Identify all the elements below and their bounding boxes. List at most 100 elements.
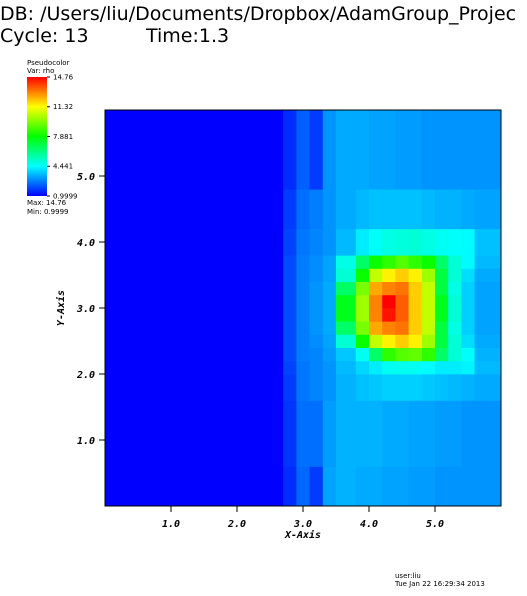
time: Time:1.3 — [145, 25, 229, 47]
cell — [283, 426, 297, 467]
legend-min: Min: 0.9999 — [27, 208, 69, 216]
cell — [395, 228, 409, 256]
date: Tue Jan 22 16:29:34 2013 — [394, 580, 485, 588]
cell — [461, 294, 475, 309]
cell — [395, 268, 409, 282]
cell — [408, 400, 423, 428]
cell — [448, 360, 462, 375]
cell — [309, 110, 324, 150]
cell — [336, 110, 357, 150]
cell — [448, 294, 462, 309]
cell — [395, 110, 409, 150]
cell — [448, 255, 462, 269]
cell — [336, 189, 357, 230]
cell — [369, 110, 383, 150]
cell — [382, 189, 396, 230]
cell — [435, 110, 449, 150]
color-tick-label: 4.441 — [53, 163, 73, 171]
cell — [283, 374, 297, 401]
cell — [283, 347, 297, 362]
cell — [408, 334, 423, 348]
cell — [322, 360, 337, 375]
cell — [322, 308, 337, 322]
y-tick-label: 3.0 — [76, 304, 95, 315]
y-axis-label: Y-Axis — [55, 290, 67, 326]
cell — [283, 360, 297, 375]
cell — [448, 347, 462, 362]
cell — [395, 360, 409, 375]
cell — [336, 374, 357, 401]
cell — [296, 360, 310, 375]
cell — [435, 347, 449, 362]
cell — [395, 334, 409, 348]
cell — [283, 255, 297, 269]
cell — [322, 334, 337, 348]
cell — [435, 321, 449, 335]
cell — [369, 426, 383, 467]
cell — [435, 149, 449, 190]
cell — [448, 400, 462, 428]
cell — [421, 294, 436, 309]
cell — [421, 400, 436, 428]
cell — [336, 360, 357, 375]
cell — [355, 189, 370, 230]
y-tick-label: 4.0 — [77, 238, 95, 249]
cell — [461, 360, 475, 375]
cell — [309, 360, 324, 375]
cell — [336, 268, 357, 282]
x-tick-label: 2.0 — [227, 519, 246, 530]
cell — [322, 426, 337, 467]
cell — [296, 426, 310, 467]
cell — [309, 334, 324, 348]
cell — [435, 360, 449, 375]
cell — [283, 110, 297, 150]
cell — [448, 374, 462, 401]
cell — [296, 281, 310, 296]
cell — [435, 228, 449, 256]
cell — [395, 294, 409, 309]
cell — [369, 268, 383, 282]
cell — [296, 294, 310, 309]
cell — [355, 374, 370, 401]
cell — [369, 334, 383, 348]
cell — [296, 400, 310, 428]
cell — [309, 294, 324, 309]
cell — [461, 255, 475, 269]
cell — [474, 294, 502, 309]
cell — [461, 347, 475, 362]
cell — [408, 110, 423, 150]
x-tick-label: 5.0 — [426, 519, 444, 530]
cell — [461, 110, 475, 150]
cell — [322, 400, 337, 428]
cell — [408, 268, 423, 282]
cell — [355, 426, 370, 467]
cell — [382, 334, 396, 348]
cell — [448, 228, 462, 256]
cell — [435, 255, 449, 269]
cell — [105, 374, 284, 401]
cell — [382, 110, 396, 150]
cell — [105, 149, 284, 190]
cell — [322, 268, 337, 282]
cell — [283, 228, 297, 256]
cell — [421, 255, 436, 269]
cell — [355, 255, 370, 269]
cell — [105, 321, 284, 335]
cell — [283, 149, 297, 190]
legend-var: Var: rho — [27, 67, 54, 75]
cell — [474, 228, 502, 256]
cell — [355, 321, 370, 335]
cell — [461, 426, 475, 467]
cell — [421, 228, 436, 256]
cell — [283, 268, 297, 282]
cell — [369, 294, 383, 309]
cell — [395, 255, 409, 269]
cell — [421, 281, 436, 296]
cell — [382, 321, 396, 335]
cell — [322, 189, 337, 230]
cell — [421, 374, 436, 401]
cell — [395, 281, 409, 296]
cell — [474, 466, 502, 507]
cell — [421, 149, 436, 190]
